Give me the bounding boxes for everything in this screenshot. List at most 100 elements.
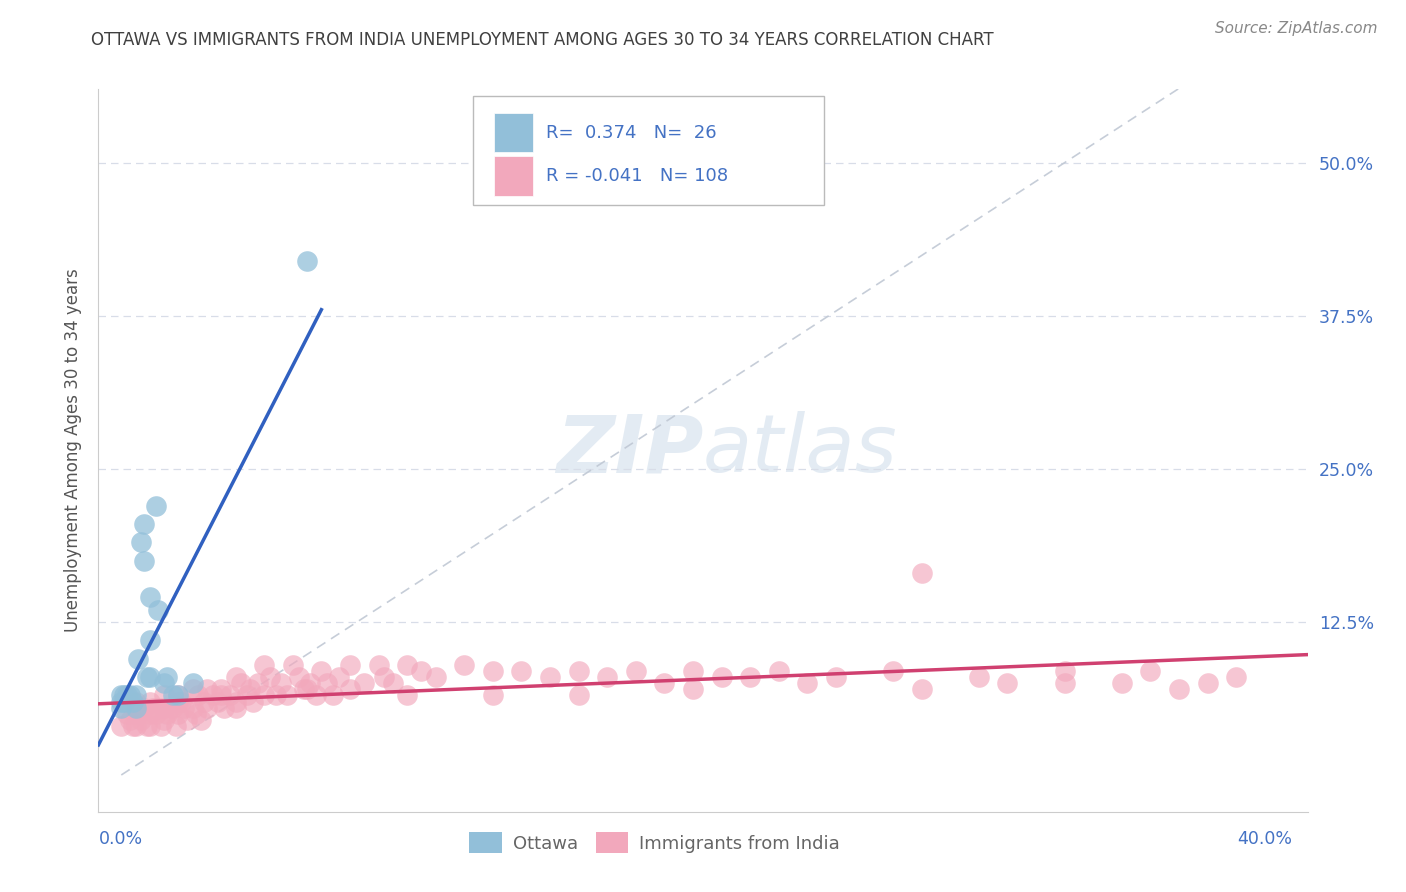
Point [173,700,195,714]
Point [167,689,190,703]
Point [124,700,146,714]
Point [187,689,209,703]
Point [281,657,304,672]
Point [110,689,132,703]
Point [190,713,212,727]
Point [796,676,818,690]
Point [181,682,204,697]
Point [825,670,848,684]
Point [112,689,135,703]
Point [295,682,318,697]
Point [136,719,159,733]
Point [201,689,224,703]
Text: Source: ZipAtlas.com: Source: ZipAtlas.com [1215,21,1378,36]
Point [311,664,333,678]
Point [176,713,198,727]
Point [124,719,146,733]
Point [882,664,904,678]
Point [129,535,152,549]
Point [115,706,138,721]
Point [167,694,190,708]
Point [568,689,591,703]
Point [184,706,207,721]
Point [239,682,262,697]
Point [1053,676,1076,690]
Text: OTTAWA VS IMMIGRANTS FROM INDIA UNEMPLOYMENT AMONG AGES 30 TO 34 YEARS CORRELATI: OTTAWA VS IMMIGRANTS FROM INDIA UNEMPLOY… [91,31,994,49]
Point [129,713,152,727]
Point [115,689,138,703]
Point [997,676,1019,690]
Point [328,670,350,684]
Point [596,670,619,684]
Point [153,689,176,703]
Point [225,700,247,714]
Point [139,670,162,684]
Point [316,676,339,690]
Point [110,694,132,708]
Point [411,664,433,678]
Point [127,651,149,665]
Point [139,719,162,733]
Point [453,657,475,672]
Point [219,689,242,703]
Point [298,676,321,690]
Y-axis label: Unemployment Among Ages 30 to 34 years: Unemployment Among Ages 30 to 34 years [65,268,83,632]
Point [195,700,218,714]
Point [247,676,270,690]
Point [538,670,561,684]
Point [624,664,647,678]
Point [162,700,184,714]
Point [242,694,264,708]
Point [142,700,165,714]
Point [482,664,505,678]
Point [124,694,146,708]
Point [181,676,204,690]
Point [353,676,375,690]
Point [682,664,704,678]
Point [225,670,247,684]
Point [1197,676,1219,690]
Point [167,689,190,703]
Point [253,657,276,672]
Point [911,566,934,580]
Point [165,719,187,733]
Point [270,676,292,690]
Point [682,682,704,697]
Point [373,670,395,684]
Point [153,676,176,690]
Point [148,700,170,714]
Point [127,706,149,721]
Point [159,700,181,714]
Point [1139,664,1161,678]
Text: 40.0%: 40.0% [1237,830,1292,848]
Text: R = -0.041   N= 108: R = -0.041 N= 108 [546,167,728,185]
Point [510,664,533,678]
Point [396,689,419,703]
Point [156,706,179,721]
Point [710,670,733,684]
Point [207,694,229,708]
Point [195,682,218,697]
Point [259,670,281,684]
Point [124,689,146,703]
Point [110,719,132,733]
Text: ZIP: ZIP [555,411,703,490]
Point [482,689,505,703]
Point [381,676,404,690]
Point [153,700,176,714]
Text: atlas: atlas [703,411,898,490]
Point [212,700,235,714]
FancyBboxPatch shape [494,112,533,153]
Point [253,689,276,703]
Point [118,713,141,727]
Point [134,554,156,568]
Point [162,689,184,703]
Point [367,657,389,672]
Point [1225,670,1247,684]
FancyBboxPatch shape [494,156,533,195]
Point [136,670,159,684]
Point [396,657,419,672]
Point [225,694,247,708]
Point [139,633,162,648]
Point [236,689,259,703]
